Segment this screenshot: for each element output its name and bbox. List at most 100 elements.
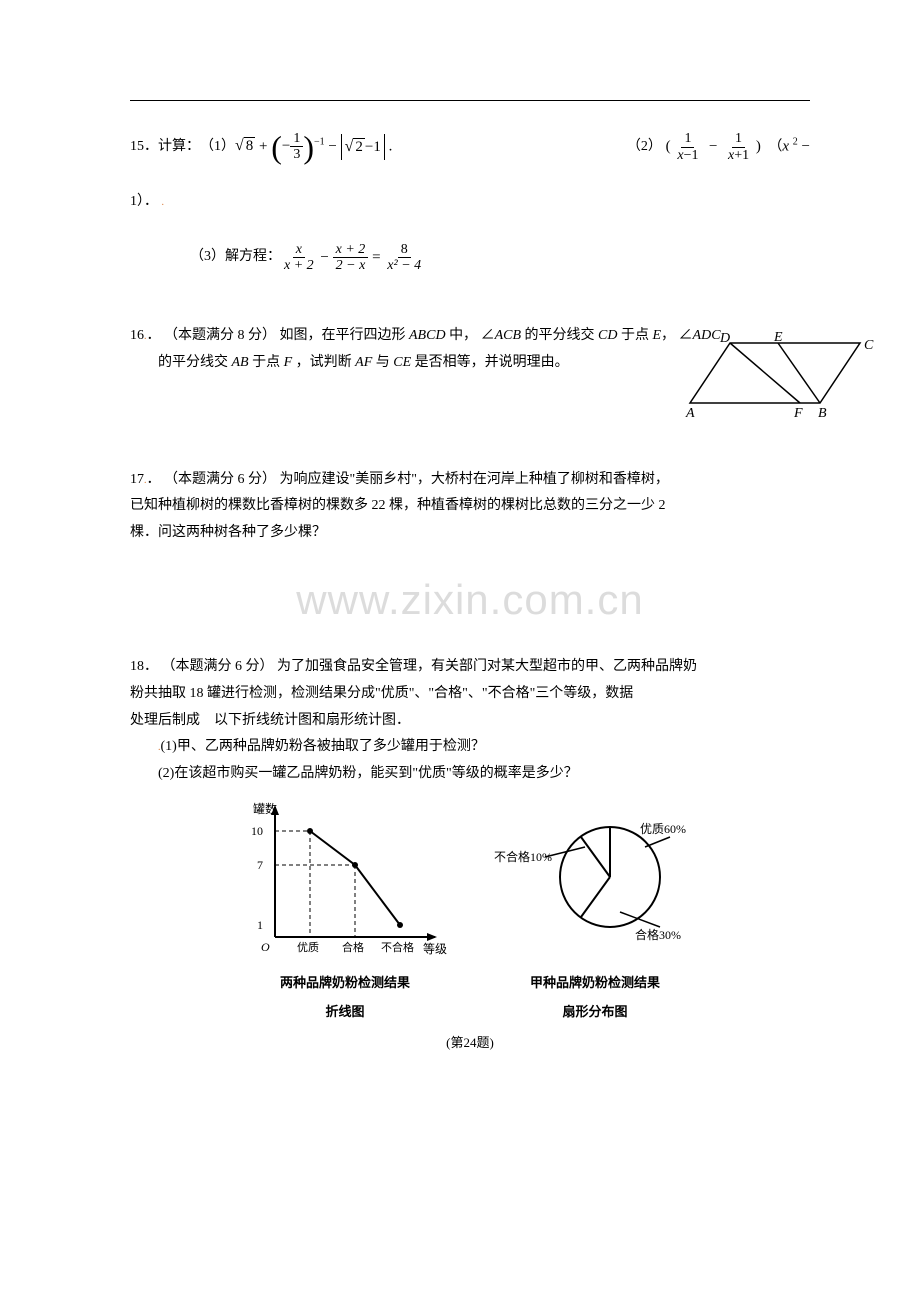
cat-2: 不合格 (381, 940, 414, 954)
f1-den: x−1 (674, 148, 701, 163)
neg-sign: − (282, 138, 290, 155)
slice-0: 优质60% (640, 822, 686, 836)
question-15: 15． 计算： （1） 8 + (−13)−1 − 2−1 . （2） ( 1x… (130, 131, 810, 273)
pt-f: F (284, 355, 293, 370)
header-rule (130, 100, 810, 101)
p3f1n: x (293, 242, 305, 258)
q18-sub2: (2)在该超市购买一罐乙品牌奶粉，能买到"优质"等级的概率是多少？ (130, 766, 578, 781)
q15-p3-label: （3） (190, 244, 225, 271)
q15-p2-tail: 1）． (130, 194, 158, 209)
parallelogram-figure: A B C D E F (680, 331, 880, 421)
p3f3d: x² − 4 (384, 258, 424, 273)
rparen: ) (303, 129, 314, 165)
question-17: 17.． （本题满分 6 分） 为响应建设"美丽乡村"，大桥村在河岸上种植了柳树… (130, 467, 810, 547)
pie-chart-subtitle: 扇形分布图 (562, 1000, 627, 1025)
p3f2n: x + 2 (333, 242, 369, 258)
pie-chart-title: 甲种品牌奶粉检测结果 (530, 971, 660, 996)
pie-chart: 优质60% 合格30% 不合格10% 甲种品牌奶粉检测结果 扇形分布图 (490, 797, 700, 1024)
orange-dot-icon: . (144, 331, 147, 342)
f1-num: 1 (681, 131, 694, 147)
p3f1d: x + 2 (281, 258, 317, 273)
p3f2d: 2 − x (333, 258, 369, 273)
q17-l2: 已知种植柳树的棵数比香樟树的棵数多 22 棵，种植香樟树的棵树比总数的三分之一少… (130, 498, 666, 513)
q16-poly: ABCD (409, 328, 446, 343)
period: . (389, 138, 393, 154)
q15-p2-label: （2） (627, 134, 662, 161)
figure-label: (第24题) (130, 1031, 810, 1056)
q18-l2b: 处理后制成 以下折线统计图和扇形统计图． (130, 713, 410, 728)
p3f3n: 8 (398, 242, 411, 258)
p3-eq: = (372, 249, 380, 265)
q18-score: （本题满分 6 分） (162, 659, 274, 674)
q16-l2e: 是否相等，并说明理由。 (415, 355, 569, 370)
q16-l1: 如图，在平行四边形 (280, 328, 406, 343)
q16-l1b: 中， (449, 328, 477, 343)
q15-p2-expr: ( 1x−1 − 1x+1 ) （x 2 − (662, 131, 810, 163)
radicand-8: 8 (244, 137, 256, 154)
frac-den: 3 (290, 147, 303, 162)
tail-x: x (782, 138, 789, 154)
abs-tail: −1 (365, 139, 381, 155)
q17-l3: 棵．问这两种树各种了多少棵？ (130, 525, 326, 540)
y-axis-label: 罐数 (253, 801, 277, 816)
exp-neg1: −1 (314, 136, 325, 147)
orange-dot-icon: . (144, 475, 147, 486)
angle-symbol: ∠ (481, 328, 495, 343)
q15-number: 15． (130, 134, 158, 161)
seg-af: AF (355, 355, 372, 370)
label-c: C (864, 338, 874, 353)
label-b: B (818, 406, 827, 421)
lparen: ( (271, 129, 282, 165)
q15-p3-stem: 解方程： (225, 244, 281, 271)
svg-text:10: 10 (251, 824, 263, 838)
label-a: A (685, 406, 695, 421)
q18-sub1: .(1)甲、乙两种品牌奶粉各被抽取了多少罐用于检测？ (130, 739, 485, 754)
line-chart: 10 7 1 罐数 等级 O (240, 797, 450, 1024)
line-chart-subtitle: 折线图 (325, 1000, 364, 1025)
q16-l1c: 的平分线交 (525, 328, 595, 343)
watermark-text: www.zixin.com.cn (130, 576, 810, 624)
f2-den: x+1 (725, 148, 752, 163)
tail-minus: − (802, 138, 810, 154)
seg-ce: CE (393, 355, 411, 370)
pt-e: E (652, 328, 661, 343)
slice-1: 合格30% (635, 927, 681, 942)
f2-num: 1 (732, 131, 745, 147)
q15-p1-label: （1） (200, 134, 235, 161)
svg-text:7: 7 (257, 858, 263, 872)
q16-score: （本题满分 8 分） (164, 328, 276, 343)
slice-2: 不合格10% (494, 849, 552, 864)
q16-l1d: 于点 (621, 328, 649, 343)
minus2: − (709, 138, 717, 154)
q18-number: 18． (130, 659, 158, 674)
comma: ， (661, 328, 675, 343)
label-f: F (793, 406, 803, 421)
line-chart-title: 两种品牌奶粉检测结果 (280, 971, 410, 996)
q16-l2c: ，试判断 (296, 355, 352, 370)
cat-1: 合格 (342, 940, 364, 954)
q18-l2a: 粉共抽取 18 罐进行检测，检测结果分成"优质"、"合格"、"不合格"三个等级，… (130, 686, 633, 701)
abs-bars: 2−1 (341, 134, 385, 160)
q15-stem: 计算： (158, 134, 200, 161)
q16-l2d: 与 (376, 355, 390, 370)
svg-text:1: 1 (257, 918, 263, 932)
question-18: 18． （本题满分 6 分） 为了加强食品安全管理，有关部门对某大型超市的甲、乙… (130, 654, 810, 1055)
label-e: E (773, 331, 783, 345)
minus-sign: − (328, 138, 336, 154)
q17-l1: 为响应建设"美丽乡村"，大桥村在河岸上种植了柳树和香樟树， (280, 472, 669, 487)
frac-num: 1 (290, 131, 303, 147)
radicand-2: 2 (353, 138, 365, 155)
label-d: D (719, 331, 730, 346)
q15-p3-expr: xx + 2 − x + 22 − x = 8x² − 4 (281, 242, 424, 274)
plus-sign: + (259, 138, 267, 154)
cat-0: 优质 (297, 941, 319, 954)
q17-score: （本题满分 6 分） (164, 472, 276, 487)
orange-dot-icon: . (162, 197, 165, 208)
q16-l2a: 的平分线交 (130, 355, 228, 370)
q18-l1: 为了加强食品安全管理，有关部门对某大型超市的甲、乙两种品牌奶 (277, 659, 697, 674)
x-axis-label: 等级 (423, 942, 447, 956)
q16-l2b: 于点 (252, 355, 280, 370)
tail-exp: 2 (793, 136, 798, 147)
svg-text:O: O (261, 940, 270, 954)
question-16: 16.． （本题满分 8 分） 如图，在平行四边形 ABCD 中， ∠ACB 的… (130, 323, 810, 376)
